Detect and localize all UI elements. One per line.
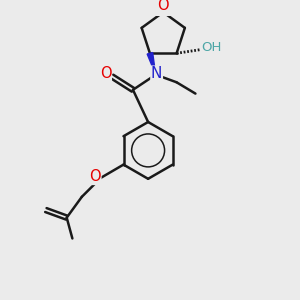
Text: O: O xyxy=(100,66,111,81)
Text: O: O xyxy=(89,169,101,184)
Text: N: N xyxy=(151,66,162,81)
Text: O: O xyxy=(158,0,169,13)
Text: OH: OH xyxy=(202,41,222,54)
Polygon shape xyxy=(147,52,156,75)
